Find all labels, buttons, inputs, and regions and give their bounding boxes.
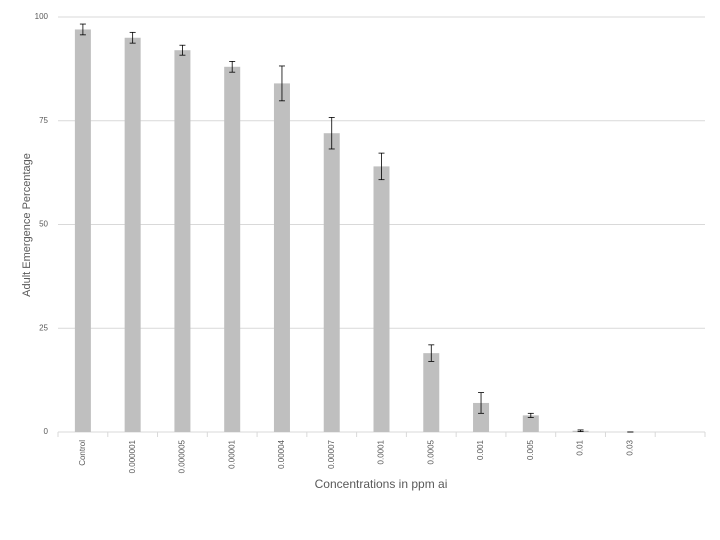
- bar: [273, 83, 290, 433]
- x-tick-label: 0.00007: [327, 439, 336, 468]
- bar: [323, 133, 340, 432]
- error-bar: [328, 117, 335, 150]
- error-bar: [378, 152, 385, 181]
- x-tick-label: 0.00004: [277, 439, 286, 468]
- y-tick-label: 100: [35, 12, 49, 21]
- x-tick-label: 0.000001: [128, 439, 137, 473]
- x-tick-label: Control: [78, 440, 87, 466]
- error-bar: [179, 44, 186, 56]
- bar: [473, 402, 490, 432]
- error-bar: [478, 392, 485, 414]
- bar: [174, 50, 191, 432]
- x-tick-label: 0.001: [476, 439, 485, 460]
- x-tick-label: 0.03: [625, 439, 634, 455]
- x-axis-title: Concentrations in ppm ai: [315, 477, 448, 491]
- bar: [423, 353, 440, 432]
- bar: [522, 415, 539, 432]
- bar: [124, 37, 141, 432]
- y-tick-label: 50: [39, 220, 48, 229]
- y-tick-label: 25: [39, 323, 48, 332]
- x-tick-label: 0.000005: [178, 439, 187, 473]
- y-tick-label: 0: [44, 427, 49, 436]
- error-bar: [527, 412, 534, 418]
- error-bar: [129, 31, 136, 44]
- bar: [224, 66, 241, 433]
- error-bar: [278, 65, 285, 102]
- x-tick-label: 0.0001: [377, 439, 386, 464]
- error-bar: [577, 429, 584, 432]
- x-tick-label: 0.00001: [227, 439, 236, 468]
- error-bar: [229, 61, 236, 73]
- x-tick-label: 0.005: [526, 439, 535, 460]
- error-bar: [79, 23, 86, 36]
- error-bar: [428, 344, 435, 362]
- bar: [373, 166, 390, 432]
- x-tick-label: 0.01: [576, 439, 585, 455]
- x-tick-label: 0.0005: [426, 439, 435, 464]
- bar: [74, 29, 91, 432]
- y-tick-label: 75: [39, 116, 48, 125]
- y-axis-title: Adult Emergence Percentage: [21, 153, 33, 297]
